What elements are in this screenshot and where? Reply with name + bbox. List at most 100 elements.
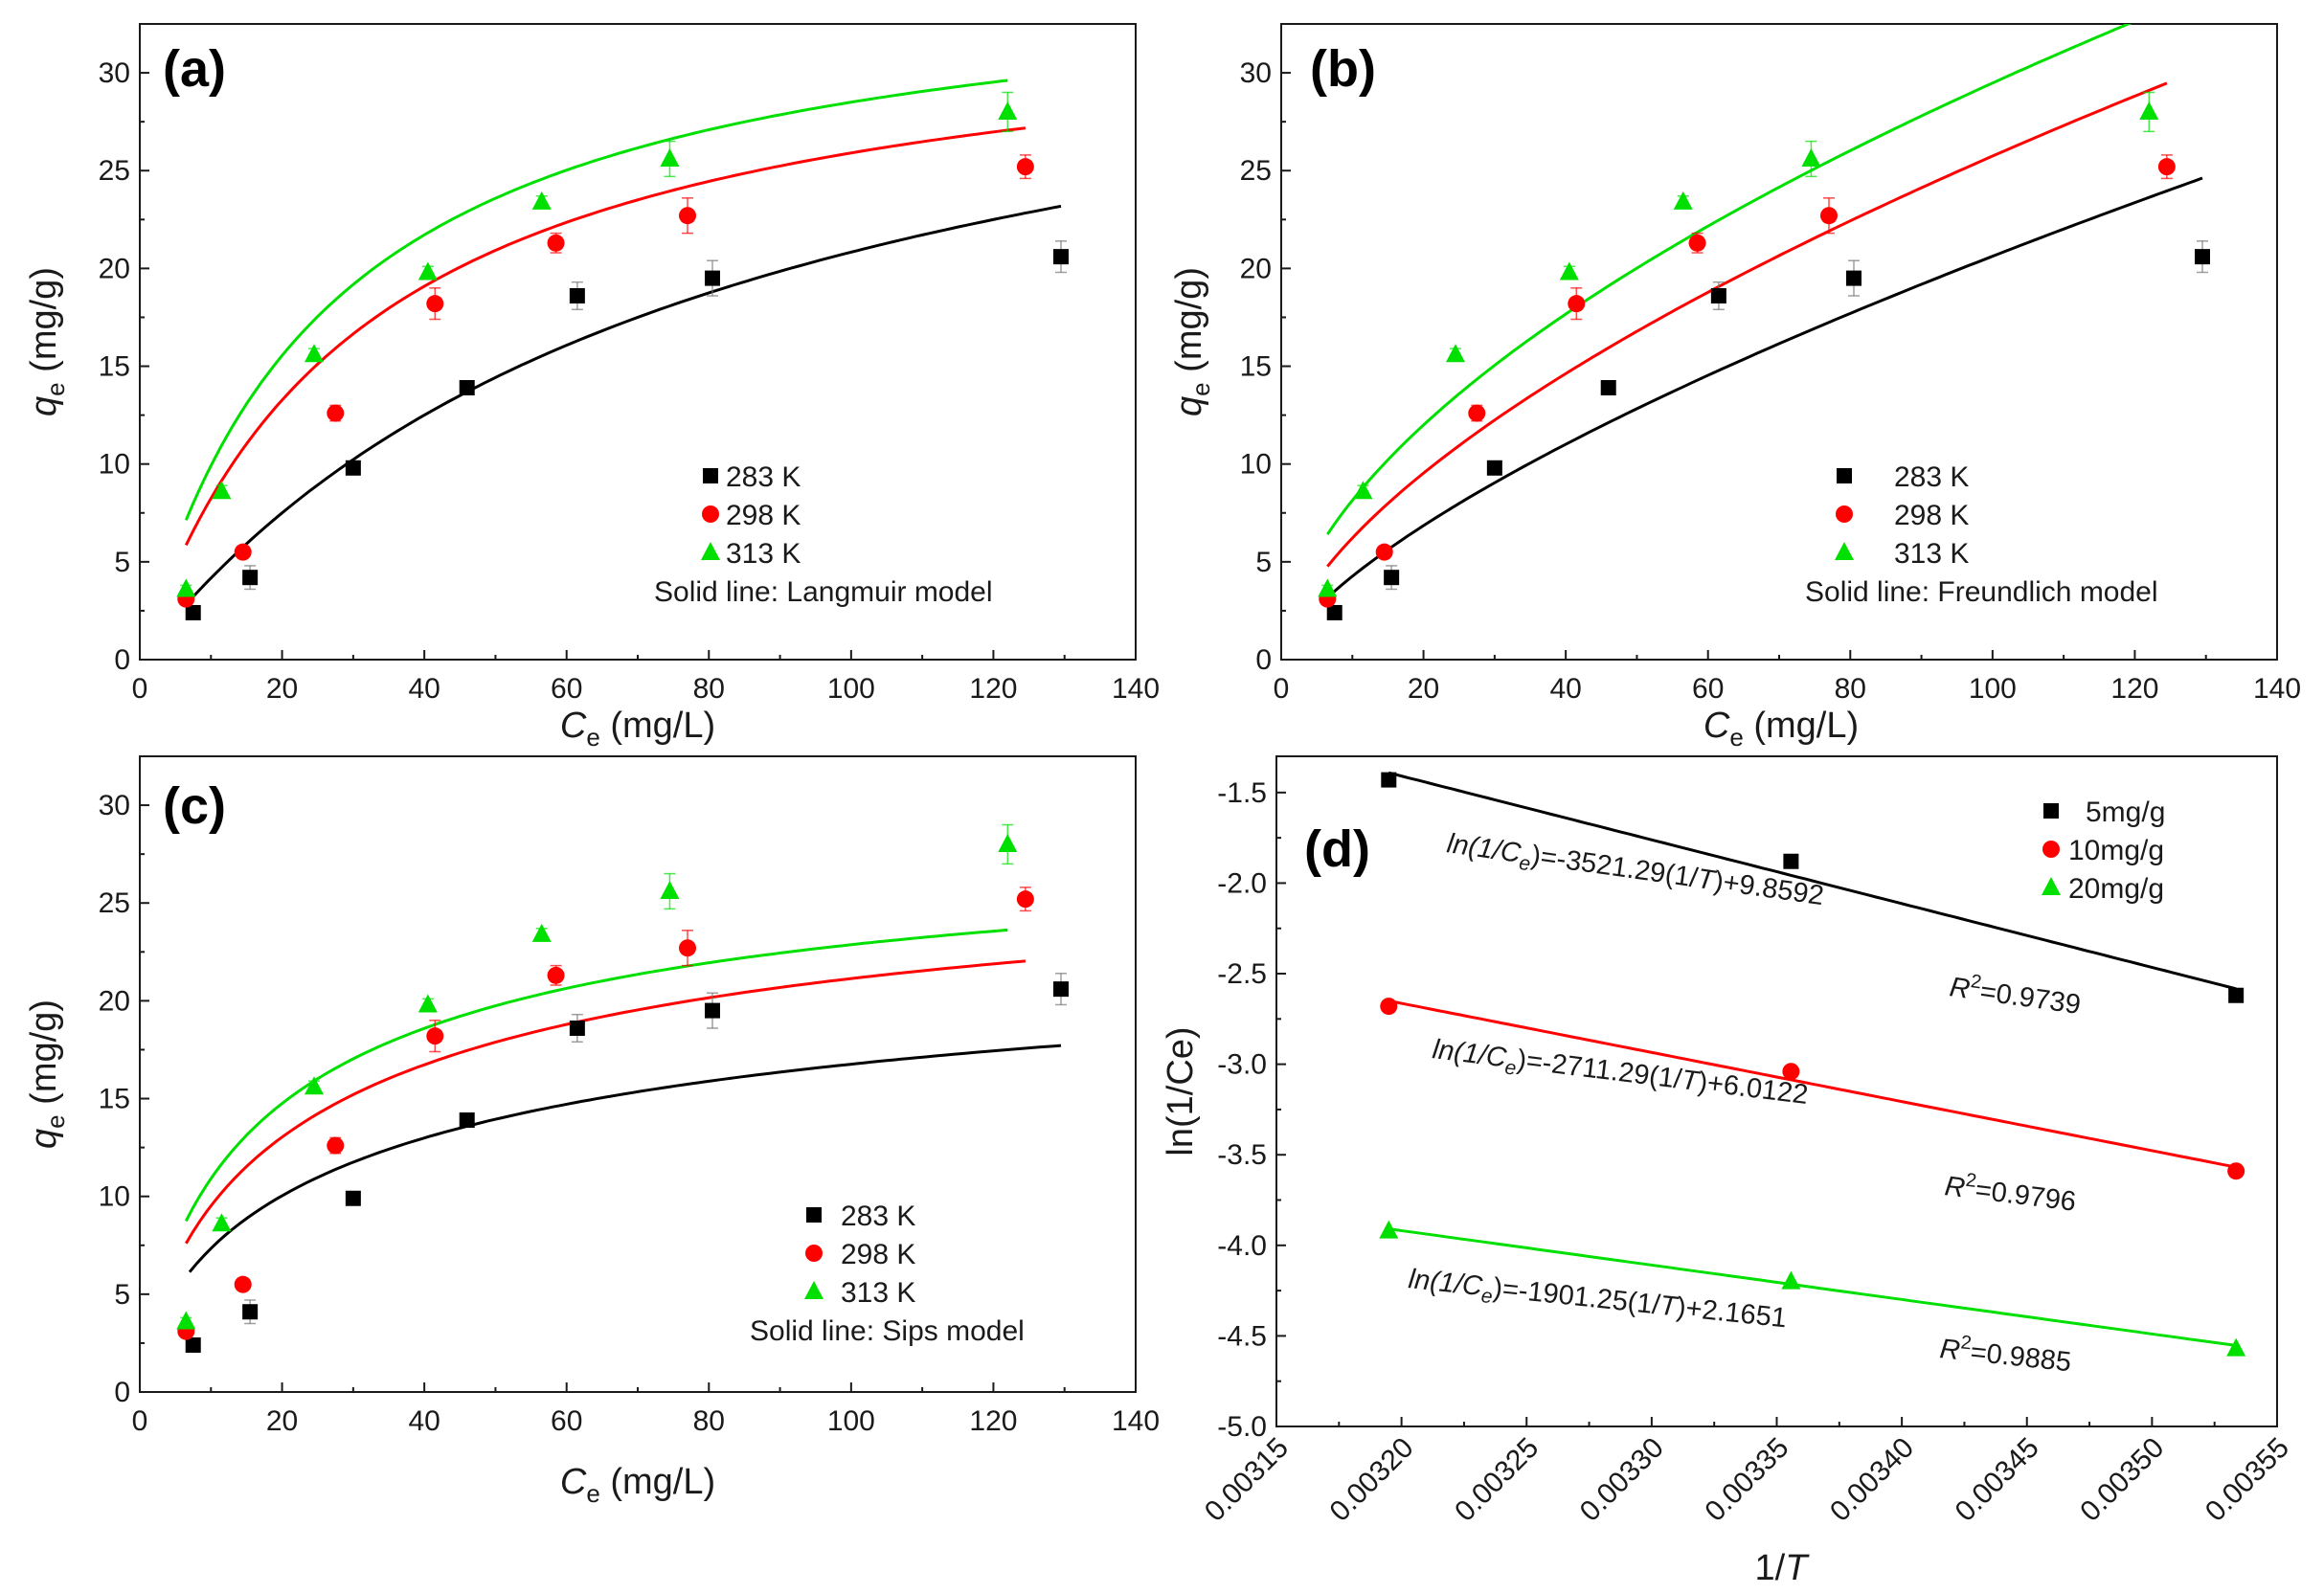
panel-d-xtick-label-8: 0.00355 (2200, 1432, 2295, 1528)
panel-b-xtick-label-3: 60 (1692, 673, 1724, 705)
panel-b-point-2-2 (1446, 344, 1465, 363)
panel-d-ytick-label-2: -4.0 (1217, 1230, 1267, 1262)
panel-a-legend-markers (701, 468, 720, 560)
panel-a-fit-0 (185, 204, 1062, 606)
panel-c-ytick-label-2: 10 (99, 1181, 130, 1213)
panel-c-point-0-4 (569, 1020, 585, 1036)
panel-b-legend-marker-0 (1837, 468, 1852, 483)
panel-d-xtick-label-6: 0.00345 (1950, 1432, 2045, 1528)
panel-a-ytick-label-6: 30 (99, 57, 130, 89)
panel-a-xtick-label-3: 60 (551, 673, 582, 705)
panel-a-fit-2 (184, 79, 1008, 521)
panel-a-legend-marker-1 (702, 505, 719, 523)
panel-b-point-2-4 (1673, 191, 1693, 210)
panel-d: (d) 0.00315 0.00320 0.00325 0.00330 0.00335 0… (1161, 755, 2295, 1588)
panel-b-xtick-label-1: 20 (1408, 673, 1439, 705)
panel-d-point-0-0 (1381, 772, 1397, 788)
panel-c-point-2-2 (305, 1076, 324, 1095)
panel-b-xtick-label-2: 40 (1549, 673, 1581, 705)
panel-a-point-1-2 (327, 404, 345, 422)
panel-c-point-2-4 (531, 923, 552, 942)
panel-b-point-0-4 (1710, 287, 1726, 303)
panel-a-point-1-1 (234, 543, 252, 561)
panel-b-point-1-6 (2157, 158, 2176, 176)
panel-b-point-1-1 (1375, 543, 1393, 561)
panel-a-fit-1 (184, 126, 1027, 547)
panel-c-point-1-5 (679, 939, 696, 957)
panel-b-point-2-0 (1318, 578, 1338, 597)
panel-d-point-1-0 (1380, 998, 1398, 1016)
panel-a-legend-label-2: 313 K (726, 538, 801, 570)
panel-b-point-1-4 (1688, 234, 1706, 252)
panel-a-xtick-label-6: 120 (969, 673, 1017, 705)
panel-a: (a) 0 20 40 60 80 100 120 140 0 5 10 15 20 25 30 283 … (24, 23, 1160, 752)
panel-b-point-2-6 (2139, 101, 2159, 120)
panel-d-xtick-label-7: 0.00350 (2074, 1432, 2170, 1528)
panel-b-frame (1280, 23, 2278, 661)
panel-d-point-2-1 (1781, 1270, 1801, 1290)
panel-b-legend-label-2: 313 K (1894, 538, 1969, 570)
panel-d-legend-label-0: 5mg/g (2086, 797, 2165, 828)
panel-b-point-0-3 (1600, 380, 1616, 396)
panel-d-xlabel: 1/T (1755, 1548, 1811, 1588)
panel-c-fits (184, 928, 1062, 1273)
panel-a-point-1-4 (547, 234, 565, 252)
panel-b-legend-marker-2 (1835, 542, 1854, 560)
panel-b-ytick-label-3: 15 (1240, 351, 1272, 383)
panel-c-xtick-label-6: 120 (969, 1405, 1017, 1437)
panel-b-ytick-label-2: 10 (1240, 449, 1272, 481)
panel-c-point-1-2 (327, 1136, 345, 1155)
panel-d-xtick-label-3: 0.00330 (1574, 1432, 1670, 1528)
panel-d-ytick-label-0: -5.0 (1217, 1411, 1267, 1443)
panel-b-ytick-label-4: 20 (1240, 253, 1272, 284)
panel-d-ytick-label-4: -3.0 (1217, 1049, 1267, 1081)
panel-d-point-1-2 (2227, 1162, 2245, 1180)
panel-b-xtick-label-5: 100 (1969, 673, 2017, 705)
panel-c-point-1-3 (426, 1027, 444, 1045)
panel-a-legend-label-0: 283 K (726, 461, 801, 493)
panel-b-xtick-label-6: 120 (2110, 673, 2158, 705)
panel-a-ytick-label-4: 20 (99, 253, 130, 284)
panel-d-xtick-label-2: 0.00325 (1449, 1432, 1545, 1528)
panel-a-xtick-label-7: 140 (1112, 673, 1160, 705)
panel-d-point-2-0 (1379, 1220, 1399, 1239)
panel-d-r2-1: R2=0.9796 (1943, 1167, 2078, 1218)
panel-d-legend-marker-2 (2042, 877, 2061, 895)
panel-d-legend-label-1: 10mg/g (2068, 835, 2164, 866)
panel-a-xtick-label-5: 100 (827, 673, 875, 705)
panel-a-point-2-4 (531, 191, 552, 210)
panel-b-ylabel: qe (mg/g) (1169, 267, 1215, 416)
panel-b-legend-marker-1 (1836, 505, 1853, 523)
panel-b-point-0-5 (1846, 270, 1861, 286)
panel-c-xtick-label-2: 40 (408, 1405, 440, 1437)
panel-b-point-2-3 (1559, 261, 1579, 281)
panel-a-point-0-1 (242, 570, 259, 586)
panel-a-point-0-3 (459, 380, 475, 396)
panel-d-ytick-label-1: -4.5 (1217, 1320, 1267, 1352)
panel-d-legend-label-2: 20mg/g (2068, 873, 2164, 905)
panel-c-points (176, 823, 1069, 1353)
panel-a-point-1-6 (1016, 158, 1034, 176)
panel-a-point-0-4 (569, 287, 585, 303)
panel-c-legend-label-0: 283 K (841, 1201, 915, 1232)
panel-d-legend: 5mg/g 10mg/g 20mg/g (2042, 797, 2165, 905)
panel-c-xtick-label-1: 20 (266, 1405, 298, 1437)
panel-c-point-0-3 (459, 1112, 475, 1129)
panel-a-xtick-label-4: 80 (693, 673, 725, 705)
panel-a-legend-label-1: 298 K (726, 500, 801, 531)
panel-a-xtick-label-0: 0 (132, 673, 148, 705)
panel-c: (c) 0 20 40 60 80 100 120 140 0 5 10 15 20 25 30 283 … (24, 755, 1160, 1508)
panel-d-xticks: 0.00315 0.00320 0.00325 0.00330 0.00335 0.003… (1199, 1417, 2295, 1528)
panel-c-ytick-label-1: 5 (114, 1279, 130, 1311)
panel-d-eq-2: ln(1/Ce)=-1901.25(1/T)+2.1651 (1407, 1264, 1789, 1338)
panel-a-ytick-label-0: 0 (114, 644, 130, 676)
panel-b-xticks: 0 20 40 60 80 100 120 140 (1274, 650, 2301, 705)
panel-c-fit-2 (184, 928, 1008, 1223)
panel-c-point-2-3 (417, 994, 438, 1013)
panel-d-point-2-2 (2226, 1337, 2246, 1357)
panel-d-fit-1 (1388, 999, 2237, 1169)
panel-a-point-2-3 (417, 261, 438, 281)
panel-d-xtick-label-1: 0.00320 (1324, 1432, 1420, 1528)
panel-d-point-0-2 (2228, 987, 2245, 1003)
